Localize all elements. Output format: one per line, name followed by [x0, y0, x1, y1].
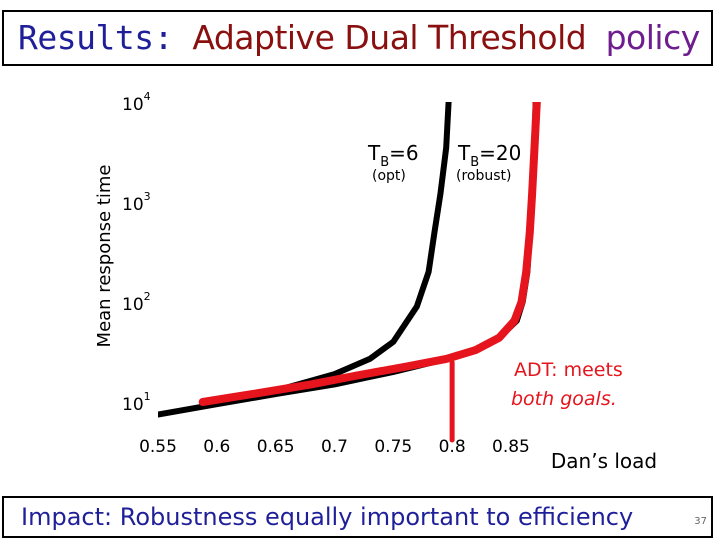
x-tick-label: 0.6: [203, 437, 230, 457]
series-adt-line: [198, 102, 541, 406]
response-time-chart: 0.55 0.6 0.65 0.7 0.75 0.8 0.85 101 102 103 104 M…: [94, 90, 657, 473]
x-tick-label: 0.85: [492, 437, 530, 457]
adt-label-line2: both goals.: [511, 388, 617, 410]
impact-statement: Impact: Robustness equally important to …: [21, 503, 634, 531]
x-tick-label: 0.7: [321, 437, 348, 457]
x-axis-label: Dan’s load: [551, 449, 657, 473]
y-tick-label: 103: [122, 190, 151, 215]
title-main: Adaptive Dual Threshold: [192, 18, 587, 57]
slide-number: 37: [694, 516, 707, 527]
title-box: Results: Adaptive Dual Threshold policy: [2, 10, 713, 66]
tb20-label: TB=20: [457, 141, 521, 170]
x-tick-label: 0.75: [374, 437, 412, 457]
title-prefix: Results:: [18, 18, 173, 57]
x-tick-label: 0.8: [439, 437, 466, 457]
impact-box: Impact: Robustness equally important to …: [2, 496, 713, 538]
title-suffix: policy: [605, 18, 701, 57]
y-tick-label: 102: [122, 290, 151, 315]
tb6-note: (opt): [372, 168, 406, 184]
y-axis-label: Mean response time: [94, 165, 115, 348]
x-tick-label: 0.55: [139, 437, 177, 457]
tb20-note: (robust): [456, 168, 511, 184]
y-tick-label: 104: [122, 90, 151, 115]
x-tick-label: 0.65: [257, 437, 295, 457]
y-tick-label: 101: [122, 390, 151, 415]
tb6-label: TB=6: [367, 141, 419, 170]
adt-label-line1: ADT: meets: [514, 359, 623, 381]
slide-title: Results: Adaptive Dual Threshold policy: [18, 18, 700, 58]
